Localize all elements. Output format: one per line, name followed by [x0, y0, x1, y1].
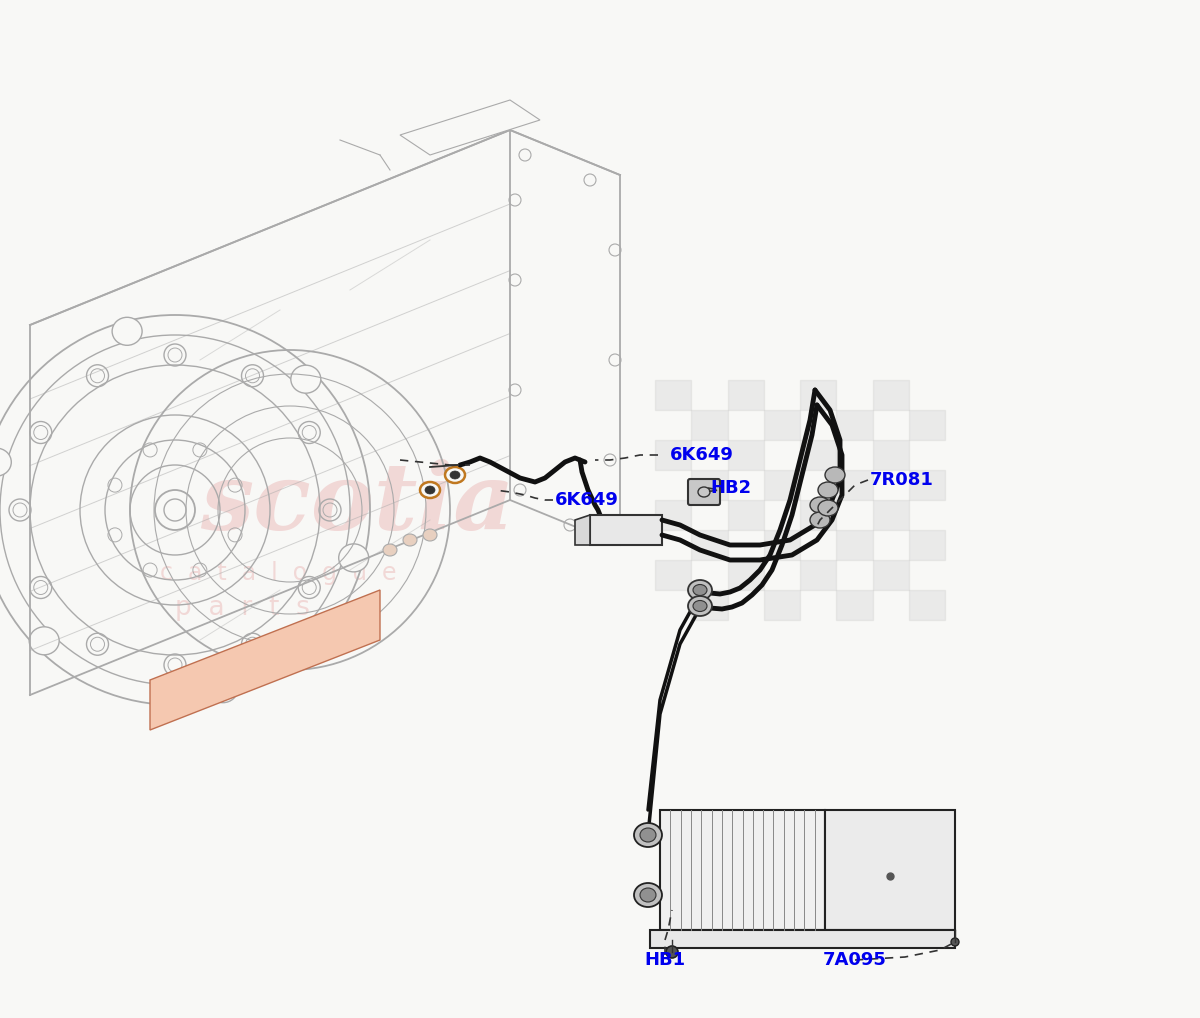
Bar — [727, 560, 763, 590]
Ellipse shape — [29, 627, 59, 655]
Ellipse shape — [810, 512, 830, 528]
Ellipse shape — [424, 529, 437, 541]
Bar — [655, 500, 691, 530]
Ellipse shape — [420, 482, 440, 498]
Text: 7A095: 7A095 — [823, 951, 887, 969]
Bar — [655, 560, 691, 590]
Bar — [691, 530, 727, 560]
Bar — [691, 410, 727, 440]
Ellipse shape — [112, 318, 142, 345]
Text: p  a  r  t  s: p a r t s — [175, 595, 310, 621]
Bar — [800, 380, 836, 410]
Ellipse shape — [208, 675, 238, 702]
Bar — [908, 590, 946, 620]
Polygon shape — [575, 515, 590, 545]
Ellipse shape — [826, 467, 845, 483]
Ellipse shape — [450, 471, 460, 479]
Bar — [908, 410, 946, 440]
Ellipse shape — [403, 534, 418, 546]
Bar — [872, 560, 908, 590]
Ellipse shape — [445, 467, 466, 483]
Ellipse shape — [666, 946, 678, 958]
Bar — [660, 810, 826, 930]
Bar — [763, 410, 800, 440]
Ellipse shape — [425, 486, 436, 494]
Ellipse shape — [640, 828, 656, 842]
Text: scotia: scotia — [200, 459, 515, 549]
Bar — [650, 930, 955, 948]
Bar — [908, 470, 946, 500]
Bar — [727, 440, 763, 470]
Bar — [727, 380, 763, 410]
Ellipse shape — [694, 584, 707, 596]
Polygon shape — [150, 590, 380, 730]
Text: 6K649: 6K649 — [670, 446, 734, 464]
Ellipse shape — [290, 365, 320, 393]
Polygon shape — [400, 100, 540, 155]
Ellipse shape — [640, 888, 656, 902]
Ellipse shape — [694, 601, 707, 612]
Ellipse shape — [818, 500, 838, 516]
Bar — [872, 380, 908, 410]
Bar — [800, 440, 836, 470]
Bar — [655, 380, 691, 410]
Bar — [826, 810, 955, 930]
Bar — [727, 500, 763, 530]
Bar — [590, 515, 662, 545]
Text: HB2: HB2 — [710, 479, 751, 497]
Bar — [872, 500, 908, 530]
Ellipse shape — [818, 482, 838, 498]
Bar — [836, 530, 872, 560]
Bar — [872, 440, 908, 470]
Ellipse shape — [688, 580, 712, 600]
Text: 6K649: 6K649 — [554, 491, 619, 509]
Bar — [763, 470, 800, 500]
Ellipse shape — [338, 544, 368, 572]
Text: HB1: HB1 — [644, 951, 685, 969]
Ellipse shape — [383, 544, 397, 556]
Bar — [763, 590, 800, 620]
Bar — [655, 440, 691, 470]
Bar — [836, 590, 872, 620]
Ellipse shape — [952, 938, 959, 946]
Ellipse shape — [810, 497, 830, 513]
Bar — [763, 530, 800, 560]
Ellipse shape — [688, 596, 712, 616]
Ellipse shape — [0, 448, 11, 476]
Text: c  a  t  a  l  o  g  u  e: c a t a l o g u e — [160, 561, 396, 585]
Ellipse shape — [634, 883, 662, 907]
Bar — [691, 470, 727, 500]
Ellipse shape — [634, 823, 662, 847]
Bar — [836, 470, 872, 500]
Bar — [908, 530, 946, 560]
Text: 7R081: 7R081 — [870, 471, 934, 489]
Bar — [800, 500, 836, 530]
Bar — [800, 560, 836, 590]
Bar — [836, 410, 872, 440]
FancyBboxPatch shape — [688, 479, 720, 505]
Bar — [691, 590, 727, 620]
